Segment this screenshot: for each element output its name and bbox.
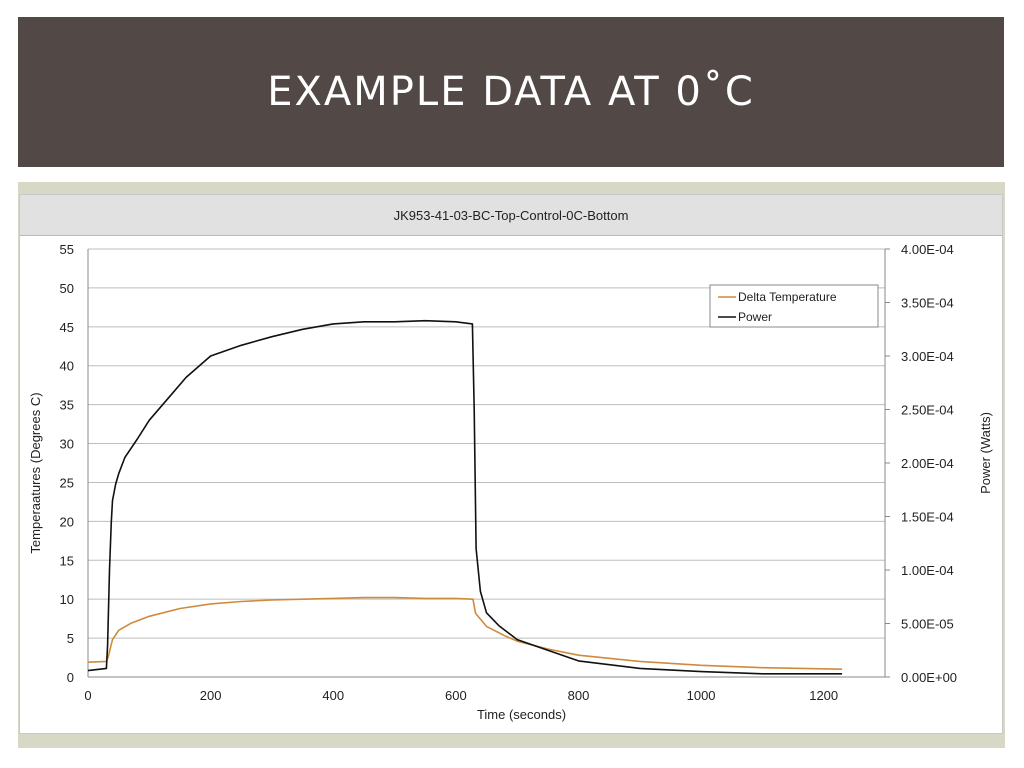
y-right-tick-label: 5.00E-05: [901, 617, 954, 632]
y-left-tick-label: 25: [60, 475, 74, 490]
legend-box: [709, 284, 879, 328]
y-right-tick-label: 3.00E-04: [901, 349, 954, 364]
y-right-tick-label: 4.00E-04: [901, 242, 954, 257]
x-tick-label: 1200: [809, 688, 838, 703]
chart-frame: JK953-41-03-BC-Top-Control-0C-Bottom 0 5 1…: [18, 182, 1005, 748]
y-left-tick-label: 30: [60, 437, 74, 452]
y-left-tick-label: 35: [60, 398, 74, 413]
y-left-tick-label: 0: [67, 670, 74, 685]
x-axis-label: Time (seconds): [477, 707, 566, 722]
y-left-tick-label: 5: [67, 631, 74, 646]
x-tick-label: 1000: [687, 688, 716, 703]
y-left-axis-label: Temperaatures (Degrees C): [28, 392, 43, 553]
y-left-tick-label: 40: [60, 359, 74, 374]
series-line-delta-temperature: [87, 596, 843, 670]
y-right-tick-label: 2.50E-04: [901, 403, 954, 418]
y-right-tick-label: 1.00E-04: [901, 563, 954, 578]
y-left-tick-label: 20: [60, 514, 74, 529]
y-right-axis-label: Power (Watts): [978, 412, 993, 494]
y-right-tick-label: 3.50E-04: [901, 296, 954, 311]
y-right-tick-label: 1.50E-04: [901, 510, 954, 525]
legend-label: Delta Temperature: [738, 290, 837, 304]
y-left-tick-label: 45: [60, 320, 74, 335]
series-line-power: [87, 319, 843, 675]
y-right-tick-label: 2.00E-04: [901, 456, 954, 471]
y-left-tick-label: 15: [60, 553, 74, 568]
slide-title-banner: EXAMPLE DATA AT 0˚C: [18, 17, 1004, 167]
y-left-tick-label: 55: [60, 242, 74, 257]
x-tick-label: 200: [200, 688, 222, 703]
legend-label: Power: [738, 310, 772, 324]
chart-panel: JK953-41-03-BC-Top-Control-0C-Bottom 0 5 1…: [19, 194, 1003, 734]
slide-title: EXAMPLE DATA AT 0˚C: [267, 69, 755, 115]
y-left-tick-label: 10: [60, 592, 74, 607]
y-right-tick-label: 0.00E+00: [901, 670, 957, 685]
x-tick-label: 800: [568, 688, 590, 703]
chart-title: JK953-41-03-BC-Top-Control-0C-Bottom: [20, 195, 1002, 236]
line-chart: 0 5 10 15 20 25 30 35 40 45 50 55 0.00E+00 5.00E-05 1.…: [28, 242, 993, 722]
x-tick-label: 400: [322, 688, 344, 703]
y-left-tick-label: 50: [60, 281, 74, 296]
x-tick-label: 0: [84, 688, 91, 703]
x-tick-label: 600: [445, 688, 467, 703]
